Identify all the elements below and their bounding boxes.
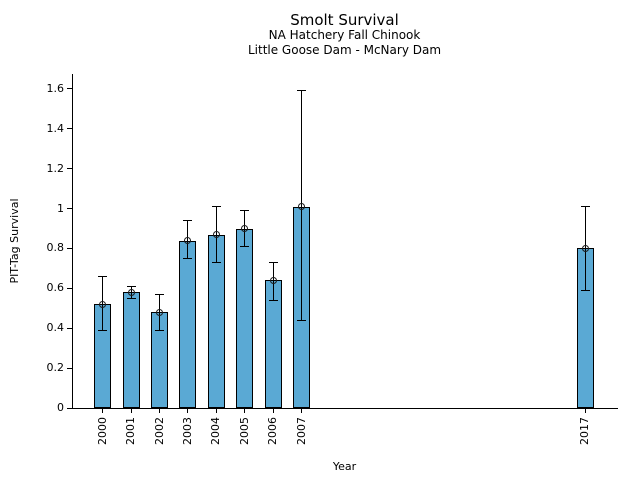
- x-tick-mark: [130, 409, 132, 413]
- x-tick-label: 2005: [237, 417, 251, 445]
- x-tick-label: 2003: [180, 417, 194, 445]
- x-tick-mark: [301, 409, 302, 413]
- x-tick-mark: [584, 409, 586, 413]
- error-bar-cap-top: [268, 261, 278, 263]
- error-bar-cap-bottom: [183, 257, 193, 259]
- x-tick-label: 2007: [294, 417, 308, 445]
- error-bar-cap-top: [211, 206, 221, 208]
- bar-2005: [236, 228, 254, 408]
- error-bar-cap-top: [126, 285, 136, 287]
- data-point-marker: [581, 244, 589, 252]
- bar-2003: [179, 240, 197, 408]
- x-tick-mark: [244, 409, 246, 413]
- data-point-marker: [156, 308, 164, 316]
- x-tick-label: 2001: [124, 417, 138, 445]
- data-point-marker: [99, 300, 107, 308]
- x-tick-label: 2004: [209, 417, 223, 445]
- data-point-marker: [212, 231, 220, 239]
- error-bar-cap-top: [155, 293, 165, 295]
- data-point-marker: [269, 276, 277, 284]
- error-bar-cap-bottom: [268, 299, 278, 301]
- plot-area: 0 0.2 0.4 0.6 0.8 1 1.2 1.4 1.6 2000 2001 2002 2003 2…: [47, 74, 618, 445]
- y-tick-label: 1: [57, 201, 64, 215]
- error-bar-cap-top: [98, 275, 108, 277]
- y-tick-label: 0.6: [46, 281, 65, 295]
- data-point-marker: [241, 225, 249, 233]
- y-tick-mark: [67, 208, 72, 210]
- error-bar-cap-bottom: [211, 261, 221, 263]
- y-tick-label: 0.4: [46, 321, 65, 335]
- error-bar-cap-bottom: [297, 319, 306, 321]
- x-tick-label: 2002: [152, 417, 166, 445]
- y-tick-label: 1.6: [46, 81, 65, 95]
- x-tick-mark: [215, 409, 217, 413]
- data-point-marker: [184, 237, 192, 244]
- y-tick-mark: [67, 367, 72, 369]
- x-tick-mark: [187, 409, 189, 413]
- error-bar-cap-top: [183, 220, 193, 222]
- y-axis-label: PIT-Tag Survival: [8, 198, 21, 284]
- x-tick-mark: [159, 409, 161, 413]
- error-bar-cap-bottom: [98, 329, 108, 331]
- y-tick-mark: [67, 128, 72, 130]
- y-tick-label: 0.8: [46, 241, 65, 255]
- y-tick-mark: [67, 327, 72, 329]
- y-tick-mark: [67, 168, 72, 170]
- y-tick-label: 0.2: [46, 361, 65, 375]
- y-tick-mark: [67, 247, 72, 249]
- y-tick-mark: [67, 407, 72, 409]
- error-bar-cap-top: [297, 90, 306, 92]
- y-tick-label: 1.2: [46, 161, 65, 175]
- x-tick-mark: [102, 409, 104, 413]
- error-bar-cap-bottom: [126, 297, 136, 299]
- y-tick-label: 1.4: [46, 121, 65, 135]
- error-bar-cap-bottom: [580, 289, 590, 291]
- chart-subtitle-line-2: Little Goose Dam - McNary Dam: [247, 43, 442, 57]
- data-point-marker: [127, 288, 135, 296]
- x-tick-label: 2006: [266, 417, 280, 445]
- x-axis-label: Year: [332, 460, 357, 473]
- x-tick-mark: [272, 409, 274, 413]
- y-tick-label: 0: [57, 401, 64, 414]
- x-tick-label: 2017: [578, 417, 592, 445]
- error-bar-cap-bottom: [240, 245, 250, 247]
- data-point-marker: [298, 203, 305, 211]
- error-bar-cap-bottom: [155, 329, 165, 331]
- y-tick-mark: [67, 88, 72, 90]
- chart-subtitle-line-1: NA Hatchery Fall Chinook: [268, 28, 421, 42]
- x-tick-label: 2000: [95, 417, 109, 445]
- y-tick-mark: [67, 287, 72, 289]
- error-bar-cap-top: [580, 206, 590, 208]
- bar-2001: [122, 292, 140, 408]
- chart-title: Smolt Survival: [290, 11, 399, 29]
- error-bar-cap-top: [240, 210, 250, 212]
